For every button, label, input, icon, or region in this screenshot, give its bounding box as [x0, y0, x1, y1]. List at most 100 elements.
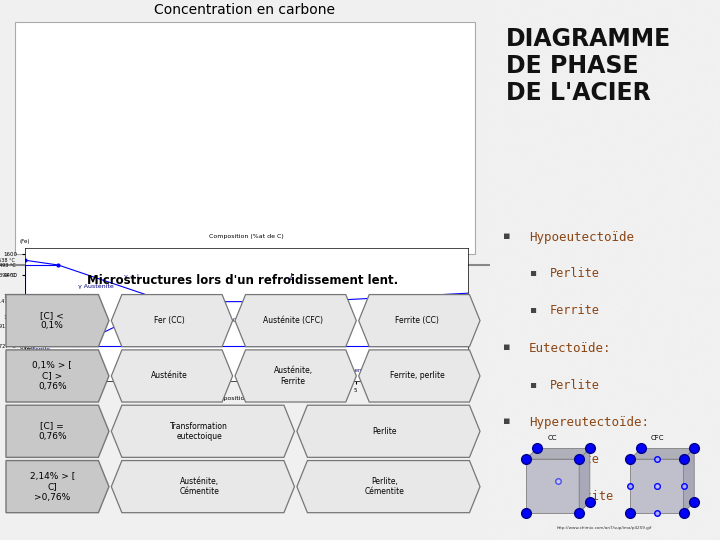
Point [680, 126, 692, 134]
Point [512, 76, 523, 85]
Point [643, 255, 654, 264]
Point [647, 372, 658, 381]
Point [656, 102, 667, 110]
Point [514, 160, 526, 169]
Point [647, 276, 658, 285]
Point [498, 305, 509, 314]
Point [643, 273, 654, 282]
Point [604, 475, 616, 483]
Point [514, 534, 526, 540]
Point [665, 281, 677, 289]
Point [572, 403, 583, 411]
Point [580, 18, 592, 27]
Point [580, 450, 592, 458]
Point [634, 492, 646, 501]
Point [548, 0, 559, 5]
Point [662, 161, 674, 170]
Point [492, 87, 503, 96]
Point [608, 137, 620, 145]
Point [526, 359, 537, 368]
Point [580, 357, 591, 366]
Text: 0.022: 0.022 [19, 345, 34, 350]
Point [711, 474, 720, 483]
Point [554, 179, 565, 188]
Point [592, 409, 603, 418]
Point [632, 522, 644, 530]
Point [705, 92, 716, 100]
Point [598, 258, 609, 267]
Point [704, 160, 716, 168]
Point [489, 380, 500, 389]
Point [559, 399, 570, 407]
Point [662, 504, 673, 513]
Point [690, 338, 701, 347]
Point [673, 100, 685, 109]
Point [520, 262, 531, 271]
Point [698, 113, 709, 122]
Point [678, 154, 689, 163]
Point [668, 63, 680, 71]
Point [552, 207, 563, 216]
Point [519, 63, 531, 72]
Point [688, 167, 699, 176]
Point [627, 192, 639, 200]
Point [547, 102, 559, 111]
Point [624, 156, 636, 164]
Point [593, 297, 604, 306]
Point [712, 414, 720, 423]
Point [680, 129, 692, 138]
Point [609, 37, 621, 46]
Point [574, 164, 585, 173]
Point [663, 191, 675, 200]
Point [570, 202, 581, 211]
Point [712, 56, 720, 64]
Point [697, 49, 708, 58]
Point [696, 535, 708, 540]
Point [597, 36, 608, 44]
Point [623, 145, 634, 153]
Point [536, 433, 547, 441]
Point [503, 378, 515, 387]
Point [636, 222, 647, 231]
Polygon shape [526, 459, 579, 513]
Point [525, 129, 536, 138]
Point [590, 490, 602, 499]
Point [564, 98, 575, 107]
Point [540, 292, 552, 301]
Point [540, 59, 552, 68]
Point [579, 462, 590, 470]
Point [521, 216, 533, 225]
Point [688, 313, 700, 322]
Point [629, 497, 641, 506]
Point [532, 106, 544, 115]
Point [495, 366, 507, 374]
Point [648, 392, 660, 400]
Point [517, 185, 528, 194]
Point [592, 215, 603, 224]
Point [634, 105, 646, 113]
Point [639, 106, 650, 114]
Point [705, 381, 716, 390]
Point [494, 434, 505, 443]
Point [581, 89, 593, 97]
Point [505, 365, 516, 374]
Point [648, 274, 660, 282]
Point [508, 0, 519, 8]
Point [557, 267, 568, 276]
Point [550, 160, 562, 168]
Point [613, 401, 625, 409]
Text: 727 °C: 727 °C [0, 343, 15, 349]
Point [553, 303, 564, 312]
Point [505, 490, 517, 499]
Point [560, 394, 572, 403]
Point [497, 43, 508, 51]
Point [539, 401, 550, 409]
Point [580, 246, 592, 254]
Point [535, 472, 546, 481]
Point [625, 45, 636, 53]
Point [600, 248, 611, 256]
Point [595, 44, 606, 52]
Point [577, 178, 588, 186]
Text: Austénite (CFC): Austénite (CFC) [264, 316, 323, 325]
Point [665, 250, 677, 259]
